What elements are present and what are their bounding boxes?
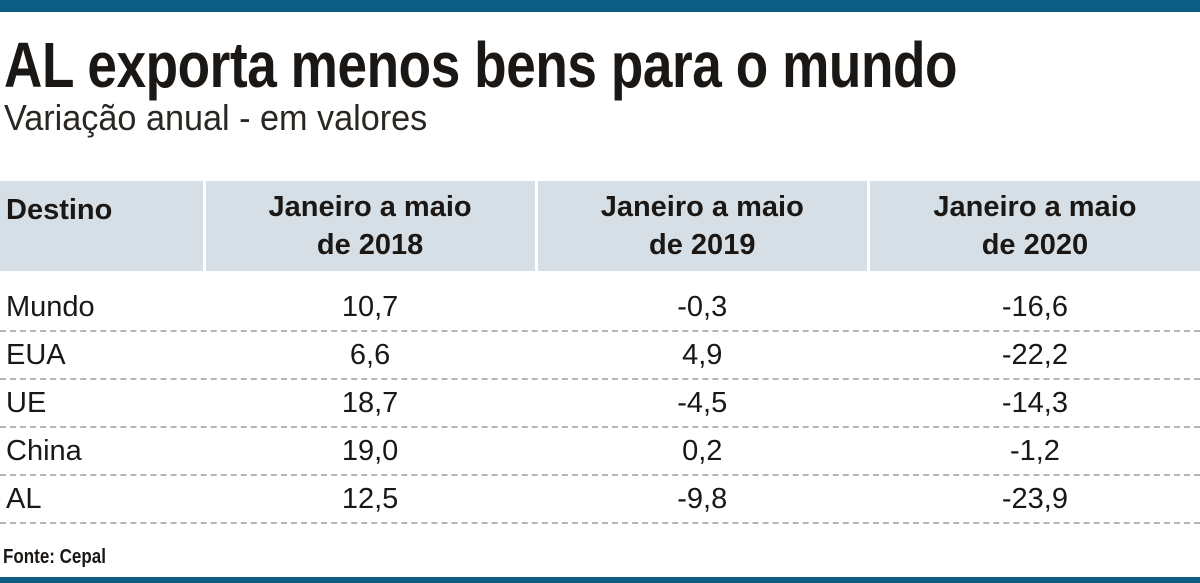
header-line: Janeiro a maio [600, 191, 804, 223]
table-cell: 6,6 [349, 338, 391, 371]
table-cell: 19,0 [341, 434, 399, 467]
table-cell: -14,3 [1001, 386, 1068, 419]
row-label: AL [6, 482, 42, 515]
column-header-2019: Janeiro a maio de 2019 [537, 181, 867, 271]
table-cell: -16,6 [1001, 290, 1068, 323]
table-cell: -4,5 [677, 386, 728, 419]
top-accent-bar [0, 0, 1200, 12]
row-label: Mundo [6, 290, 95, 323]
table-header: Destino Janeiro a maio de 2018 Janeiro a … [0, 181, 1200, 271]
data-table: Destino Janeiro a maio de 2018 Janeiro a … [0, 181, 1200, 524]
header-text: Destino [6, 194, 113, 226]
header-line: Janeiro a maio [933, 191, 1137, 223]
table-cell: 18,7 [341, 386, 399, 419]
table-row: EUA 6,6 4,9 -22,2 [0, 332, 1200, 380]
header-line: de 2019 [649, 229, 756, 261]
header-line: de 2020 [981, 229, 1089, 261]
row-label: EUA [6, 338, 66, 371]
table-cell: -22,2 [1001, 338, 1068, 371]
table-cell: -9,8 [677, 482, 728, 515]
row-label: UE [6, 386, 47, 419]
chart-subtitle: Variação anual - em valores [4, 97, 428, 138]
source-note: Fonte: Cepal [3, 546, 106, 568]
table-row: Mundo 10,7 -0,3 -16,6 [0, 284, 1200, 332]
table-cell: 10,7 [341, 290, 399, 323]
row-label: China [6, 434, 82, 467]
table-cell: 4,9 [682, 338, 723, 371]
table-cell: -0,3 [677, 290, 728, 323]
column-header-2020: Janeiro a maio de 2020 [869, 181, 1200, 271]
table-row: UE 18,7 -4,5 -14,3 [0, 380, 1200, 428]
table-cell: -23,9 [1001, 482, 1068, 515]
table-cell: -1,2 [1009, 434, 1060, 467]
table-cell: 0,2 [682, 434, 723, 467]
table-body: Mundo 10,7 -0,3 -16,6 EUA 6,6 4,9 -22,2 UE 18,7 -4… [0, 284, 1200, 524]
column-header-2018: Janeiro a maio de 2018 [205, 181, 535, 271]
header-line: de 2018 [316, 229, 424, 261]
table-cell: 12,5 [341, 482, 399, 515]
column-header-destino: Destino [0, 181, 203, 271]
chart-title: AL exporta menos bens para o mundo [4, 29, 958, 101]
header-line: Janeiro a maio [268, 191, 472, 223]
table-row: China 19,0 0,2 -1,2 [0, 428, 1200, 476]
bottom-accent-bar [0, 577, 1200, 583]
table-row: AL 12,5 -9,8 -23,9 [0, 476, 1200, 524]
